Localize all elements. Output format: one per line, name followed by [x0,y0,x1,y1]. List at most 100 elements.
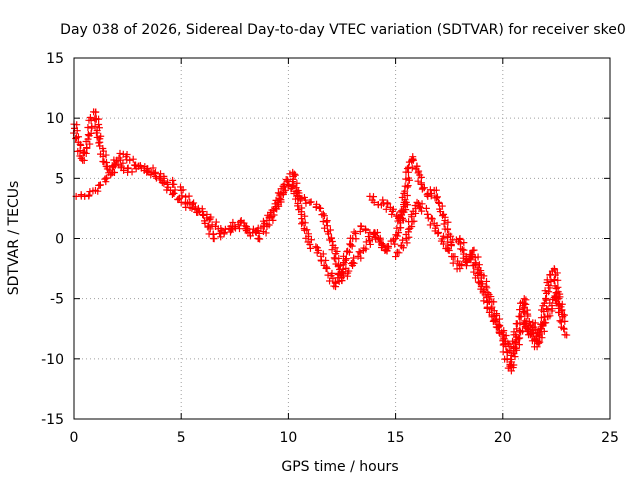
data-point [93,133,101,141]
data-point [364,233,372,241]
data-point [383,243,391,251]
data-point [517,328,525,336]
data-point [474,271,482,279]
data-point [86,113,94,121]
data-point [157,176,165,184]
data-point [561,317,569,325]
data-point [200,217,208,225]
data-point [217,233,225,241]
data-point [84,131,92,139]
data-point [90,108,98,116]
data-point [73,127,81,135]
data-point [144,165,152,173]
data-point [383,199,391,207]
data-point [449,259,457,267]
data-point [495,315,503,323]
data-point [94,187,102,195]
data-point [511,338,519,346]
data-point [500,327,508,335]
data-point [409,156,417,164]
data-point [275,194,283,202]
data-point [403,165,411,173]
data-point [543,276,551,284]
data-point [434,228,442,236]
data-point [95,121,103,129]
data-point [185,192,193,200]
data-point [439,232,447,240]
data-point [401,196,409,204]
data-point [277,185,285,193]
data-point [259,217,267,225]
data-point [422,204,430,212]
data-point [369,193,377,201]
data-point [414,177,422,185]
y-axis-label: SDTVAR / TECUs [6,181,22,296]
data-point [357,222,365,230]
data-point [212,218,220,226]
data-point [540,327,548,335]
data-point [338,276,346,284]
data-point [522,300,530,308]
data-point [328,238,336,246]
data-point [556,293,564,301]
data-point [553,269,561,277]
data-point [372,233,380,241]
data-point [515,312,523,320]
data-point [395,213,403,221]
data-point [315,204,323,212]
data-point [355,248,363,256]
data-point [330,254,338,262]
series-track-4 [392,198,571,357]
data-point [252,228,260,236]
data-point [476,279,484,287]
data-point [466,254,474,262]
data-point [179,186,187,194]
data-point [516,327,524,335]
x-tick-label: 20 [494,430,512,446]
data-point [382,205,390,213]
data-point [312,243,320,251]
data-point [443,226,451,234]
data-point [329,241,337,249]
data-point [393,232,401,240]
data-point [436,205,444,213]
data-point [469,262,477,270]
data-point [393,249,401,257]
data-point [339,270,347,278]
data-point [440,210,448,218]
data-point [290,170,298,178]
data-point [413,198,421,206]
data-point [306,241,314,249]
data-point [102,151,110,159]
data-point [445,230,453,238]
data-point [416,171,424,179]
data-point [302,234,310,242]
data-point [402,230,410,238]
data-point [366,240,374,248]
data-point [284,180,292,188]
data-point [300,193,308,201]
data-point [350,254,358,262]
data-point [120,166,128,174]
data-point [412,165,420,173]
data-point [406,224,414,232]
data-point [291,171,299,179]
data-point [345,267,353,275]
data-point [126,156,134,164]
data-point [535,333,543,341]
data-point [408,213,416,221]
y-tick-label: -5 [50,292,64,308]
data-point [289,175,297,183]
data-point [513,346,521,354]
data-point [72,135,80,143]
data-point [531,319,539,327]
data-point [399,236,407,244]
data-point [160,179,168,187]
data-point [92,115,100,123]
data-point [342,255,350,263]
data-point [379,196,387,204]
data-point [483,303,491,311]
data-point [552,299,560,307]
data-point [80,156,88,164]
